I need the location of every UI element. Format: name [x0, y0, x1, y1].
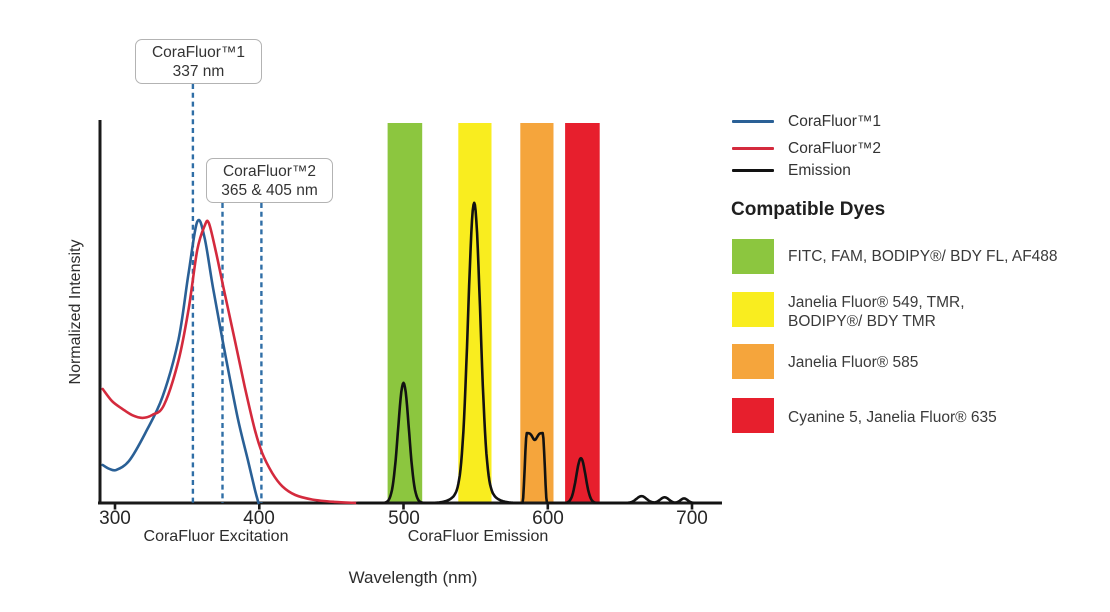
dye-swatch-orange — [732, 344, 774, 379]
dye-label-red-line1: Cyanine 5, Janelia Fluor® 635 — [788, 409, 997, 426]
callout-corafluor2-365-405nm: CoraFluor™2 365 & 405 nm — [206, 158, 333, 203]
legend-label-corafluor1: CoraFluor™1 — [788, 113, 882, 130]
legend-line-emission — [732, 169, 774, 173]
dye-label-green-line1: FITC, FAM, BODIPY®/ BDY FL, AF488 — [788, 248, 1058, 265]
filter-band-red — [565, 123, 600, 503]
legend-label-emission: Emission — [788, 162, 851, 179]
compatible-dyes-heading: Compatible Dyes — [731, 199, 886, 220]
dye-swatch-yellow — [732, 292, 774, 327]
x-tick-label-300: 300 — [99, 508, 131, 529]
x-tick-label-400: 400 — [243, 508, 275, 529]
dye-label-red: Cyanine 5, Janelia Fluor® 635 — [788, 408, 997, 427]
x-section-label-emission: CoraFluor Emission — [407, 528, 549, 545]
legend-line-corafluor2 — [732, 147, 774, 151]
y-axis-label: Normalized Intensity — [67, 239, 84, 385]
callout-corafluor1-value: 337 nm — [172, 62, 225, 80]
x-section-label-excitation: CoraFluor Excitation — [143, 528, 289, 545]
callout-corafluor1-337nm: CoraFluor™1 337 nm — [135, 39, 262, 84]
x-axis-label: Wavelength (nm) — [348, 568, 478, 587]
excitation-curve-corafluor2 — [101, 219, 359, 505]
x-tick-label-600: 600 — [532, 508, 564, 529]
dye-label-orange: Janelia Fluor® 585 — [788, 353, 918, 372]
x-tick-label-500: 500 — [388, 508, 420, 529]
dye-label-yellow-line1: Janelia Fluor® 549, TMR, — [788, 294, 965, 311]
dye-swatch-red — [732, 398, 774, 433]
legend-label-corafluor2: CoraFluor™2 — [788, 140, 882, 157]
callout-corafluor2-value: 365 & 405 nm — [221, 181, 318, 199]
callout-corafluor2-title: CoraFluor™2 — [222, 162, 317, 180]
filter-band-green — [387, 123, 423, 503]
dye-swatch-green — [732, 239, 774, 274]
dye-label-orange-line1: Janelia Fluor® 585 — [788, 354, 919, 371]
dye-label-yellow-line2: BODIPY®/ BDY TMR — [788, 313, 936, 330]
dye-label-green: FITC, FAM, BODIPY®/ BDY FL, AF488 — [788, 247, 1058, 266]
excitation-curve-corafluor1 — [101, 218, 260, 505]
callout-corafluor1-title: CoraFluor™1 — [151, 43, 246, 61]
dye-label-yellow: Janelia Fluor® 549, TMR, BODIPY®/ BDY TM… — [788, 293, 965, 331]
x-tick-label-700: 700 — [676, 508, 708, 529]
legend-line-corafluor1 — [732, 120, 774, 124]
emission-curve — [356, 201, 721, 505]
